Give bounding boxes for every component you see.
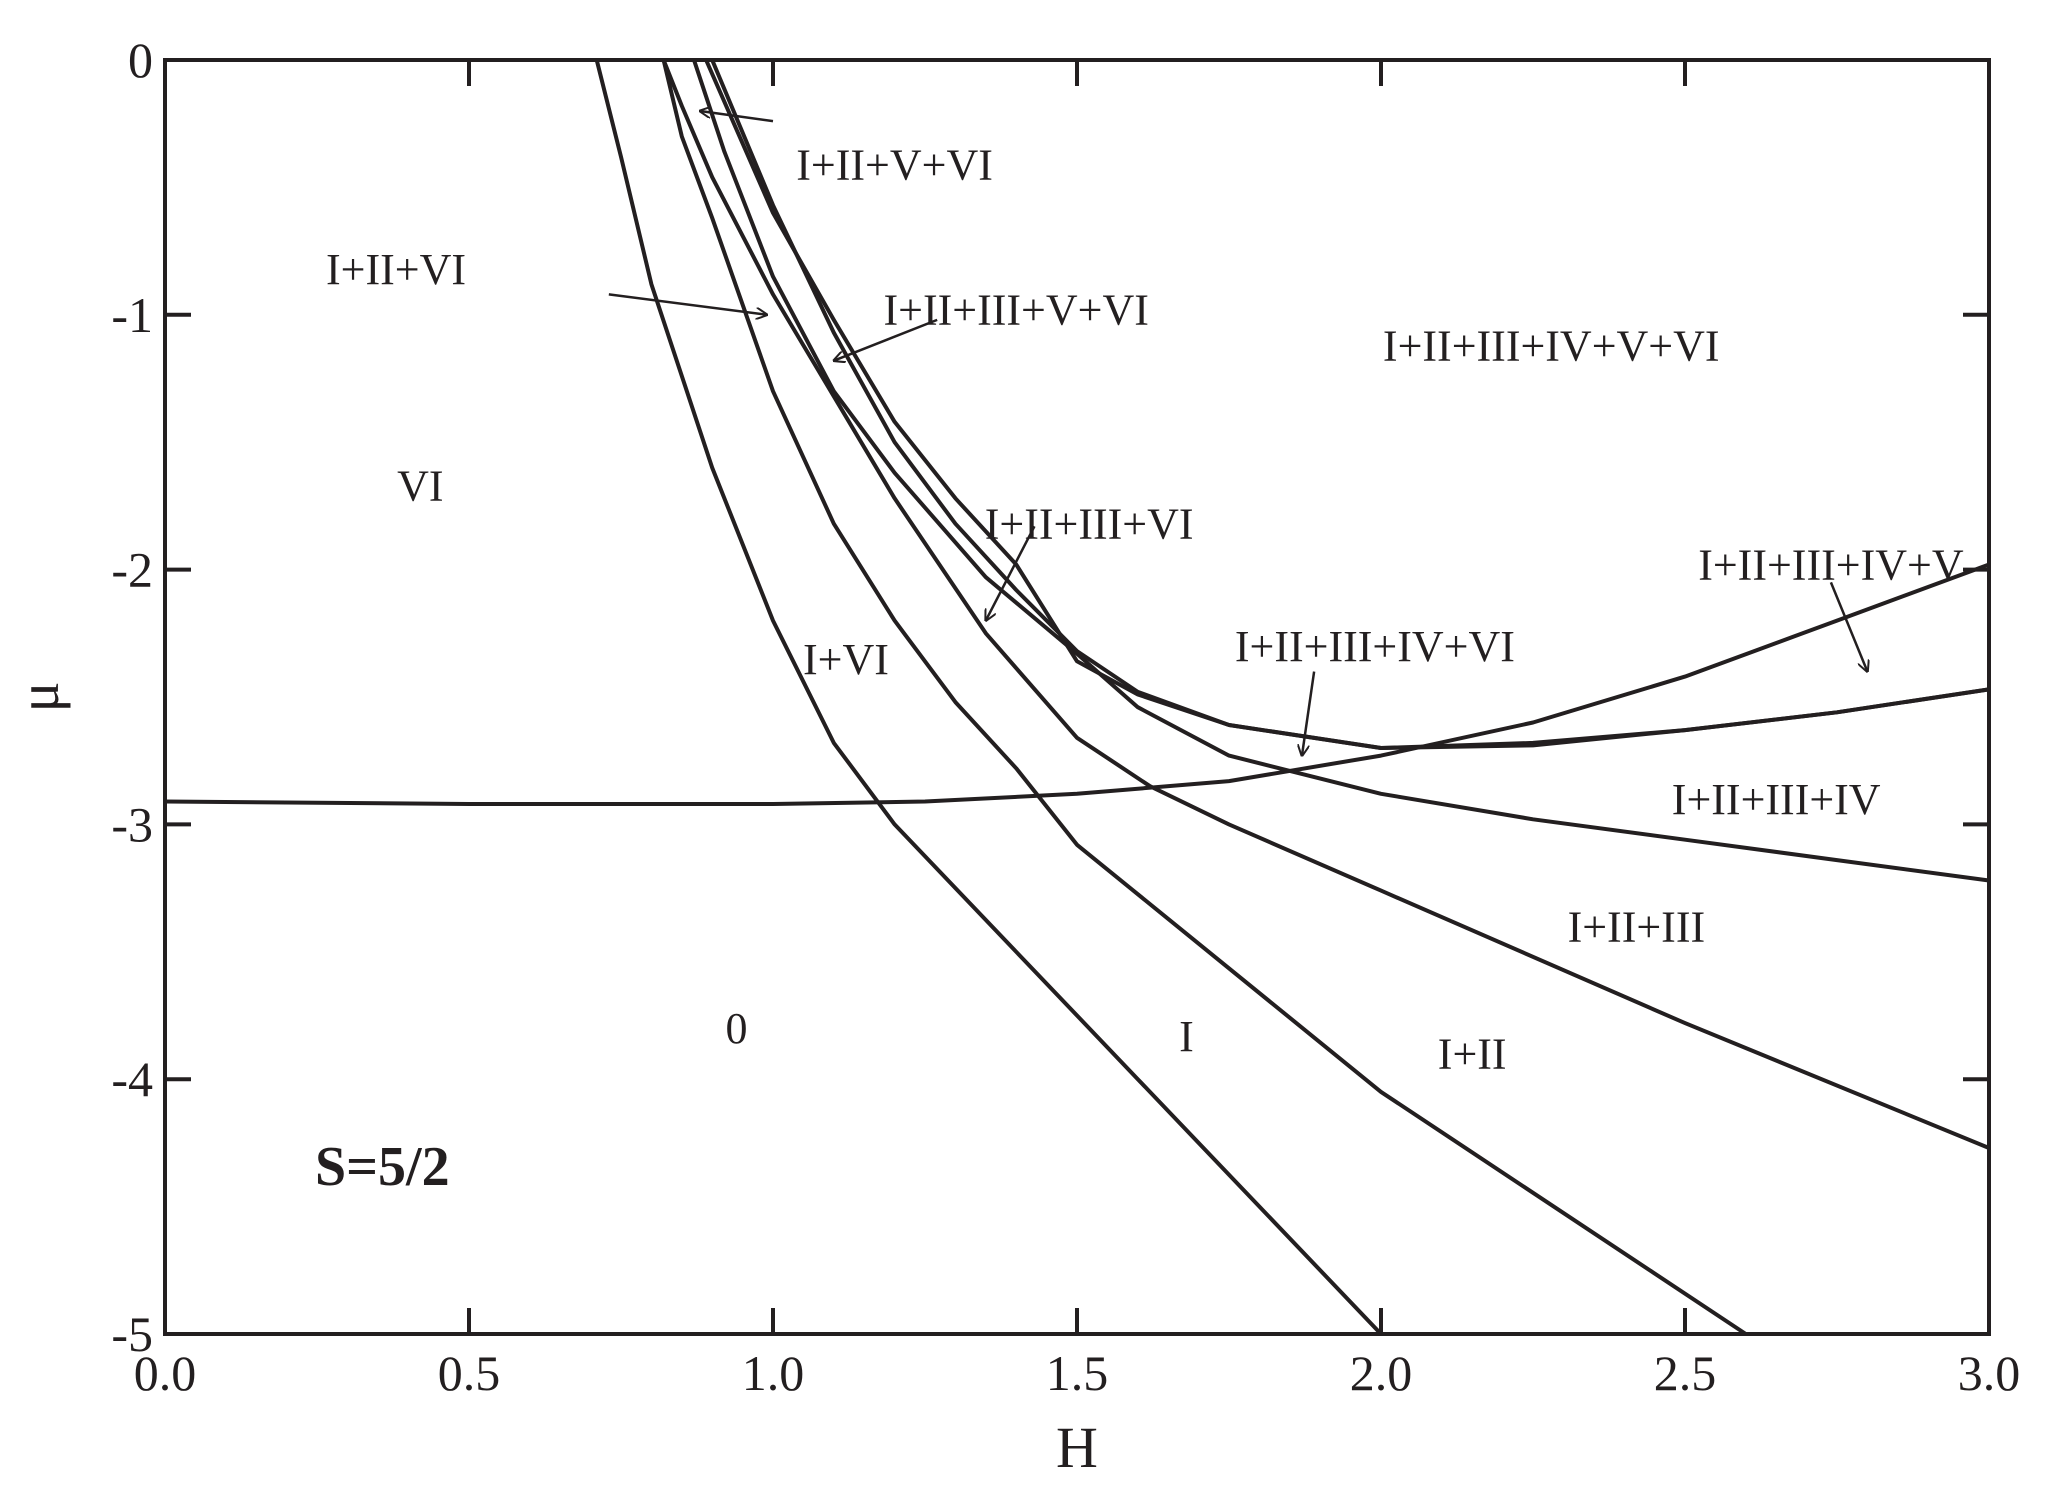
region-label: I+II+III+VI	[985, 500, 1194, 549]
y-axis-title: μ	[6, 681, 71, 712]
x-tick-label: 0.0	[134, 1345, 197, 1401]
region-label: I	[1179, 1012, 1194, 1061]
phase-boundary-4	[661, 59, 1990, 1150]
x-tick-label: 1.0	[742, 1345, 805, 1401]
plot-frame	[163, 58, 1991, 1336]
spin-annotation: S=5/2	[315, 1136, 450, 1198]
annotation-arrows	[608, 111, 1868, 756]
region-label: I+II+III+IV+V+VI	[1383, 321, 1720, 370]
region-label: I+VI	[803, 635, 889, 684]
axis-ticks: 0.0 0.5 1.0 1.5 2.0 2.5 3.0 0 -1 -2 -3 -4 -5	[111, 32, 2020, 1401]
x-tick-label: 2.5	[1654, 1345, 1717, 1401]
phase-boundary-1	[164, 562, 1990, 806]
annotation-arrow-4	[986, 525, 1036, 620]
x-tick-label: 1.5	[1046, 1345, 1109, 1401]
phase-boundary-2	[594, 59, 1383, 1336]
region-label: 0	[726, 1004, 748, 1053]
y-tick-label: -2	[111, 542, 153, 598]
region-label: VI	[397, 462, 443, 511]
x-tick-label: 2.0	[1350, 1345, 1413, 1401]
y-tick-label: 0	[128, 32, 153, 88]
phase-boundary-3	[661, 59, 1747, 1336]
region-label: I+II+VI	[326, 245, 466, 294]
region-labels: VI I+VI 0 I I+II I+II+III I+II+III+IV I+II+III+…	[326, 140, 1964, 1078]
x-tick-label: 3.0	[1958, 1345, 2021, 1401]
phase-boundaries	[164, 59, 1990, 1336]
x-axis-title: H	[1056, 1415, 1098, 1480]
region-label: I+II+III+IV+VI	[1235, 622, 1515, 671]
annotation-arrow-6	[1829, 581, 1867, 671]
y-tick-label: -1	[111, 287, 153, 343]
region-label: I+II+V+VI	[796, 140, 993, 189]
region-label: I+II+III+IV	[1672, 775, 1881, 824]
y-tick-label: -4	[111, 1051, 153, 1107]
phase-boundary-7	[710, 59, 1990, 750]
y-tick-label: -5	[111, 1306, 153, 1362]
annotation-arrow-5	[1302, 671, 1316, 756]
region-label: I+II+III+V+VI	[884, 286, 1149, 335]
region-label: I+II+III	[1568, 902, 1706, 951]
annotation-arrow-1	[700, 111, 774, 123]
phase-boundary-5	[692, 59, 1990, 883]
annotation-arrow-3	[834, 318, 938, 361]
region-label: I+II	[1438, 1030, 1507, 1079]
annotation-arrow-2	[608, 293, 767, 314]
region-label: I+II+III+IV+V	[1698, 541, 1964, 590]
y-tick-label: -3	[111, 796, 153, 852]
x-tick-label: 0.5	[438, 1345, 501, 1401]
